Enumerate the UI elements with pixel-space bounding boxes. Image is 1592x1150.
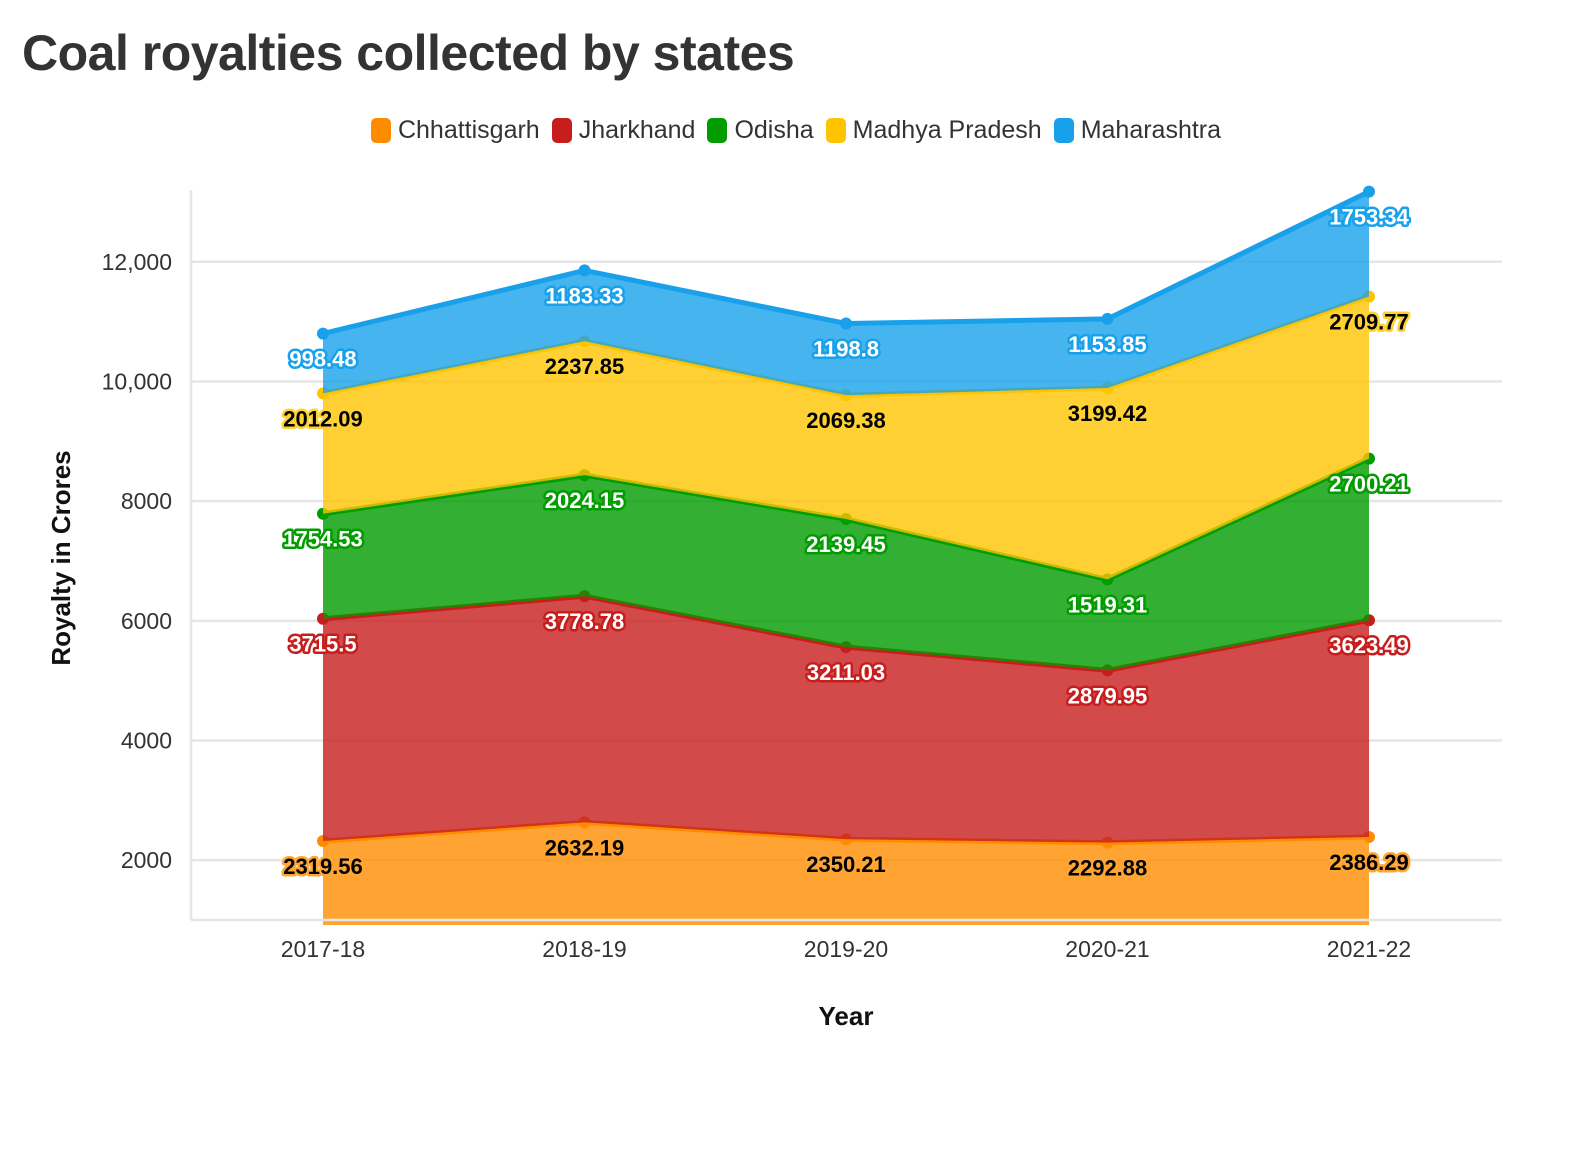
area-maharashtra [323,191,1369,396]
legend-swatch [370,118,391,143]
x-tick-label: 2019-20 [804,936,888,962]
chart-title: Coal royalties collected by states [22,25,795,81]
x-tick-label: 2021-22 [1327,936,1411,962]
y-tick-label: 8000 [121,488,172,514]
data-label-odisha: 2700.21 [1329,472,1409,497]
point-maharashtra[interactable] [1101,312,1114,325]
legend-item-maharashtra[interactable]: Maharashtra [1053,116,1222,145]
data-label-maharashtra: 1198.8 [813,337,879,362]
data-label-odisha: 2024.15 [545,488,625,513]
data-label-jharkhand: 2879.95 [1068,683,1148,708]
legend-label: Chhattisgarh [397,116,540,144]
data-label-maharashtra: 998.48 [289,347,356,372]
y-axis-title: Royalty in Crores [46,450,76,665]
y-tick-label: 10,000 [102,368,172,394]
legend-swatch [551,118,572,143]
data-label-madhya-pradesh: 2012.09 [283,406,363,431]
legend-label: Jharkhand [578,116,696,144]
data-label-jharkhand: 3715.5 [289,632,356,657]
y-tick-label: 6000 [121,608,172,634]
legend-item-madhya-pradesh[interactable]: Madhya Pradesh [825,116,1042,145]
legend-swatch [1053,118,1074,143]
legend: Chhattisgarh Jharkhand Odisha Madhya Prades… [0,116,1592,150]
data-label-madhya-pradesh: 2069.38 [806,408,886,433]
data-label-jharkhand: 3778.78 [545,609,625,634]
area-odisha [323,458,1369,671]
x-tick-label: 2017-18 [281,936,365,962]
x-tick-label: 2020-21 [1065,936,1149,962]
data-label-jharkhand: 3211.03 [807,660,885,685]
data-labels: 2319.56 2632.19 2350.21 2292.88 2386.29 3715.… [281,202,1412,883]
y-tick-label: 2000 [121,847,172,873]
data-label-madhya-pradesh: 2709.77 [1329,310,1409,335]
x-axis-title: Year [819,1001,874,1031]
data-label-chhattisgarh: 2292.88 [1068,856,1148,881]
y-tick-label: 12,000 [102,249,172,275]
data-label-madhya-pradesh: 2237.85 [545,354,625,379]
data-label-chhattisgarh: 2350.21 [806,852,886,877]
data-label-odisha: 2139.45 [806,532,886,557]
x-tick-label: 2018-19 [542,936,626,962]
data-label-chhattisgarh: 2319.56 [283,854,363,879]
legend-label: Maharashtra [1080,116,1222,144]
legend-item-jharkhand[interactable]: Jharkhand [551,116,696,145]
area-madhya-pradesh [323,296,1369,580]
legend-label: Madhya Pradesh [852,116,1042,144]
area-series [317,185,1375,925]
data-label-madhya-pradesh: 3199.42 [1068,401,1148,426]
point-maharashtra[interactable] [1363,185,1375,198]
y-tick-label: 4000 [121,727,172,753]
legend-label: Odisha [734,116,814,144]
data-label-maharashtra: 1153.85 [1068,332,1146,357]
data-label-chhattisgarh: 2386.29 [1329,850,1409,875]
point-maharashtra[interactable] [840,317,852,330]
data-label-odisha: 1519.31 [1068,592,1148,617]
data-label-maharashtra: 1753.34 [1329,205,1409,230]
data-label-jharkhand: 3623.49 [1329,633,1409,658]
axes: 2000 4000 6000 8000 10,000 12,000 2017-18 2018-… [102,190,1502,962]
legend-swatch [825,118,846,143]
legend-item-odisha[interactable]: Odisha [707,116,814,145]
point-maharashtra[interactable] [317,327,329,340]
area-jharkhand [323,596,1369,843]
legend-swatch [707,118,728,143]
data-label-chhattisgarh: 2632.19 [545,835,625,860]
data-label-odisha: 1754.53 [283,527,363,552]
legend-item-chhattisgarh[interactable]: Chhattisgarh [370,116,540,145]
point-maharashtra[interactable] [578,264,591,277]
data-label-maharashtra: 1183.33 [545,283,623,308]
